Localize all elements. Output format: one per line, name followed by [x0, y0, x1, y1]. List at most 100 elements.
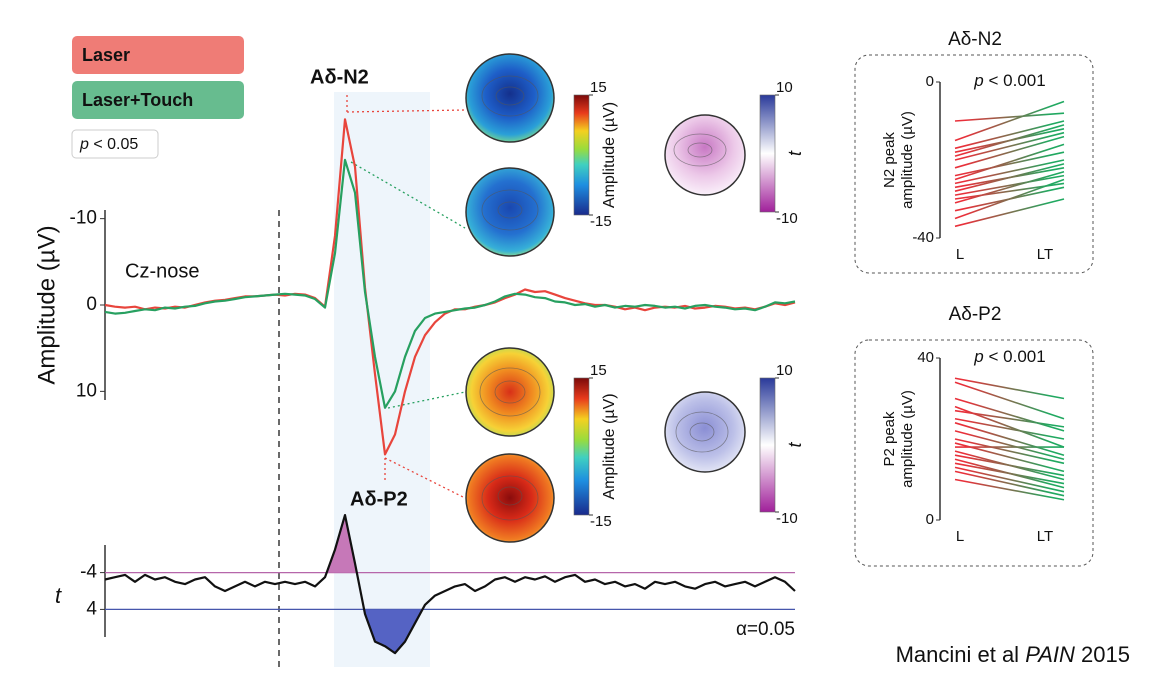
subject-line: [954, 438, 1065, 465]
colorbar-tick-label: 15: [590, 79, 607, 96]
subject-line: [954, 163, 1065, 192]
contours: [479, 75, 729, 521]
channel-label: Cz-nose: [125, 260, 199, 282]
x-tick-label: L: [956, 246, 964, 263]
topomap: [664, 114, 746, 196]
colorbar: [573, 377, 590, 516]
topomap: [465, 453, 555, 543]
subject-line: [954, 131, 1065, 161]
p-text: < 0.05: [93, 136, 138, 153]
colorbar: [573, 94, 590, 216]
subject-line: [954, 135, 1065, 169]
time-window: [334, 92, 430, 667]
colorbar-label: Amplitude (µV): [601, 102, 618, 208]
colorbar: [759, 94, 776, 213]
p-label: p < 0.001: [973, 71, 1045, 90]
topomaps: [465, 53, 746, 543]
subject-line: [954, 159, 1065, 185]
subject-line: [954, 417, 1065, 440]
y-tick-label: 0: [926, 73, 934, 90]
citation-authors: Mancini et al: [896, 642, 1020, 667]
y-axis-label-line: amplitude (µV): [899, 111, 916, 209]
connector: [387, 391, 466, 409]
y-axis-label: N2 peakamplitude (µV): [881, 111, 916, 209]
subject-line: [954, 381, 1065, 420]
colorbar-tick-label: -15: [590, 513, 612, 530]
subject-line: [954, 178, 1065, 220]
p-symbol: p: [973, 71, 983, 90]
colorbar-tick-label: 15: [590, 362, 607, 379]
legend-box: [72, 36, 244, 74]
subject-line: [954, 100, 1065, 142]
colorbar-label: t: [785, 442, 805, 448]
p-symbol: p: [79, 136, 89, 153]
p-text: < 0.001: [989, 71, 1046, 90]
colorbar-tick-label: -10: [776, 510, 798, 527]
citation-year: 2015: [1081, 642, 1130, 667]
subject-line: [954, 112, 1065, 122]
topomap: [465, 167, 555, 257]
subject-line: [954, 409, 1065, 428]
topomap: [465, 347, 555, 437]
citation-journal: PAIN: [1025, 642, 1075, 667]
colorbar-tick-label: -15: [590, 213, 612, 230]
subject-line: [954, 174, 1065, 196]
y-tick-label: -10: [70, 208, 97, 229]
subject-line: [954, 462, 1065, 485]
significance-label: p < 0.05: [79, 136, 138, 153]
alpha-label: α=0.05: [736, 619, 795, 640]
x-tick-label: L: [956, 528, 964, 545]
panel-frame: [854, 339, 1094, 567]
y-axis-label-line: amplitude (µV): [899, 390, 916, 488]
y-tick-label: 10: [76, 380, 97, 401]
y-tick-label: 4: [86, 598, 97, 619]
y-axis-label-line: N2 peak: [881, 132, 898, 188]
y-axis-label-line: P2 peak: [881, 411, 898, 467]
citation: Mancini et al PAIN 2015: [896, 642, 1130, 667]
colorbar-label: t: [785, 150, 805, 156]
colorbar-tick-label: 10: [776, 362, 793, 379]
legend-label: Laser+Touch: [82, 90, 193, 110]
y-axis-label: Amplitude (µV): [33, 225, 60, 384]
significance-box: [71, 129, 159, 159]
series-line: [104, 514, 796, 655]
y-tick-label: -40: [912, 229, 934, 246]
subject-line: [954, 397, 1065, 432]
series-line: [104, 158, 796, 409]
subject-line: [954, 470, 1065, 497]
subject-line: [954, 422, 1065, 456]
panel-title: Aδ-P2: [949, 304, 1002, 325]
subject-line: [954, 151, 1065, 177]
subject-line: [954, 124, 1065, 157]
topomap: [664, 391, 746, 473]
subject-line: [954, 454, 1065, 477]
colorbar-tick-label: 10: [776, 79, 793, 96]
p-symbol: p: [973, 347, 983, 366]
subject-line: [954, 120, 1065, 150]
connectors: [346, 95, 466, 499]
y-tick-label: 0: [926, 511, 934, 528]
x-tick-label: LT: [1037, 528, 1053, 545]
legend-label: Laser: [82, 45, 130, 65]
colorbar: [759, 377, 776, 513]
subject-line: [954, 430, 1065, 461]
connector: [350, 161, 466, 229]
y-axis-label: P2 peakamplitude (µV): [881, 390, 916, 488]
subject-line: [954, 466, 1065, 493]
legend-box: [72, 81, 244, 119]
y-tick-label: 0: [86, 294, 97, 315]
p-text: < 0.001: [989, 347, 1046, 366]
p-label: p < 0.001: [973, 347, 1045, 366]
colorbar-tick-label: -10: [776, 210, 798, 227]
y-tick-label: -4: [80, 562, 97, 583]
annotation: Aδ-P2: [350, 488, 408, 510]
annotation: Aδ-N2: [310, 66, 369, 88]
subject-line: [954, 170, 1065, 204]
colorbar-label: Amplitude (µV): [601, 393, 618, 499]
subject-line: [954, 478, 1065, 501]
panel-title: Aδ-N2: [948, 29, 1002, 50]
significance-area: [326, 515, 357, 573]
